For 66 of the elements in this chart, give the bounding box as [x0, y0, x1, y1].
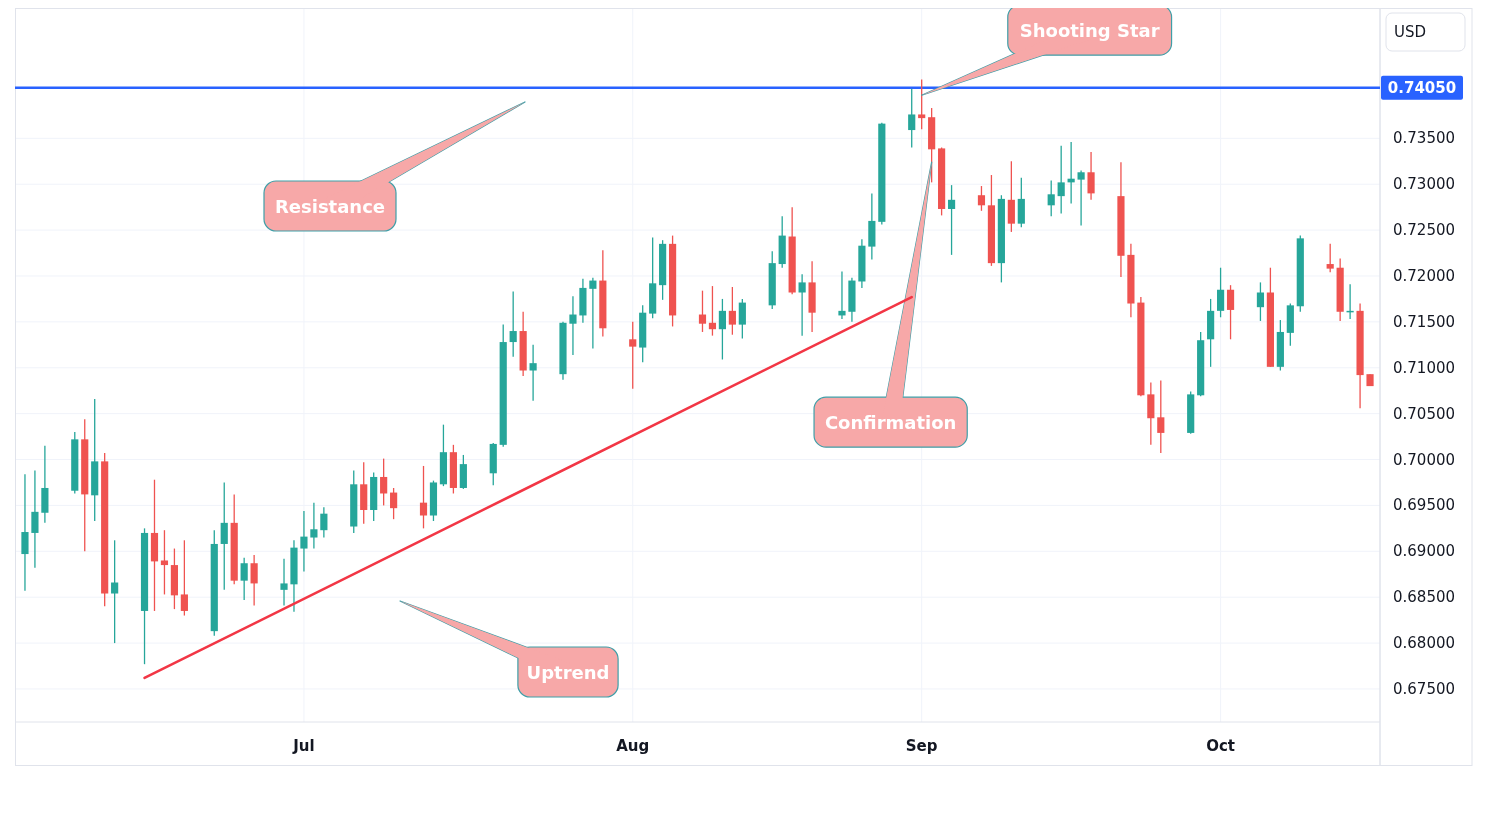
- y-tick-label: 0.73500: [1393, 129, 1456, 148]
- y-tick-label: 0.68500: [1393, 588, 1456, 607]
- x-tick-label: Aug: [616, 737, 650, 755]
- annotation: Uptrend: [526, 661, 610, 683]
- candlestick: [21, 473, 29, 592]
- candlestick: [708, 285, 717, 337]
- candlestick: [180, 539, 188, 617]
- candlestick: [390, 487, 398, 520]
- candlestick: [629, 321, 637, 390]
- candlestick: [718, 298, 726, 361]
- candlestick: [1157, 379, 1165, 454]
- candlestick: [698, 290, 707, 333]
- y-tick-label: 0.73000: [1393, 175, 1456, 194]
- candlestick: [310, 502, 318, 550]
- candlestick: [459, 454, 467, 490]
- y-tick-label: 0.72000: [1393, 266, 1456, 285]
- candlestick: [240, 557, 248, 601]
- y-tick-label: 0.69000: [1393, 542, 1456, 561]
- candlestick: [838, 270, 846, 320]
- annotation: Confirmation: [824, 411, 957, 433]
- candlestick: [1047, 179, 1055, 217]
- candlestick: [220, 481, 228, 591]
- x-tick-label: Sep: [905, 737, 938, 755]
- y-axis-title: USD: [1394, 23, 1427, 41]
- candlestick: [250, 554, 258, 607]
- candlestick: [280, 557, 288, 607]
- candlestick: [1057, 145, 1065, 215]
- y-tick-label: 0.67500: [1393, 679, 1456, 698]
- annotation: Resistance: [274, 195, 386, 217]
- candlestick: [509, 290, 517, 358]
- x-tick-label: Jul: [292, 737, 315, 755]
- candlestick: [1217, 267, 1225, 318]
- candlestick: [1007, 160, 1015, 233]
- candlestick: [320, 506, 328, 539]
- candlestick: [1226, 284, 1235, 340]
- y-tick-label: 0.68000: [1393, 634, 1456, 653]
- candlestick: [1087, 151, 1095, 201]
- candlestick: [738, 298, 746, 340]
- annotation: Shooting Star: [1019, 19, 1160, 41]
- candlestick: [31, 469, 39, 569]
- candlestick: [728, 286, 736, 336]
- candlestick: [569, 295, 577, 356]
- candlestick: [977, 185, 986, 212]
- candlestick: [1256, 281, 1265, 322]
- candlestick: [160, 529, 169, 596]
- x-tick-label: Oct: [1206, 737, 1235, 755]
- candlestick: [1077, 169, 1085, 227]
- candlestick: [419, 465, 428, 530]
- ref-line-label: 0.74050: [1387, 78, 1457, 97]
- candlestick: [1147, 381, 1155, 446]
- candlestick: [947, 184, 956, 256]
- candlestick: [908, 88, 916, 149]
- candlestick: [589, 277, 597, 350]
- y-tick-label: 0.71500: [1393, 312, 1456, 331]
- candlestick: [529, 344, 537, 402]
- candlestick: [918, 78, 926, 130]
- candlestick: [798, 273, 806, 337]
- candlestick: [111, 539, 119, 644]
- y-tick-label: 0.69500: [1393, 496, 1456, 515]
- candlestick: [380, 457, 388, 507]
- candlestick: [300, 510, 308, 573]
- y-tick-label: 0.70000: [1393, 450, 1456, 469]
- candlestick: [1326, 243, 1334, 273]
- y-tick-label: 0.71000: [1393, 358, 1456, 377]
- y-tick-label: 0.72500: [1393, 221, 1456, 240]
- y-tick-label: 0.70500: [1393, 404, 1456, 423]
